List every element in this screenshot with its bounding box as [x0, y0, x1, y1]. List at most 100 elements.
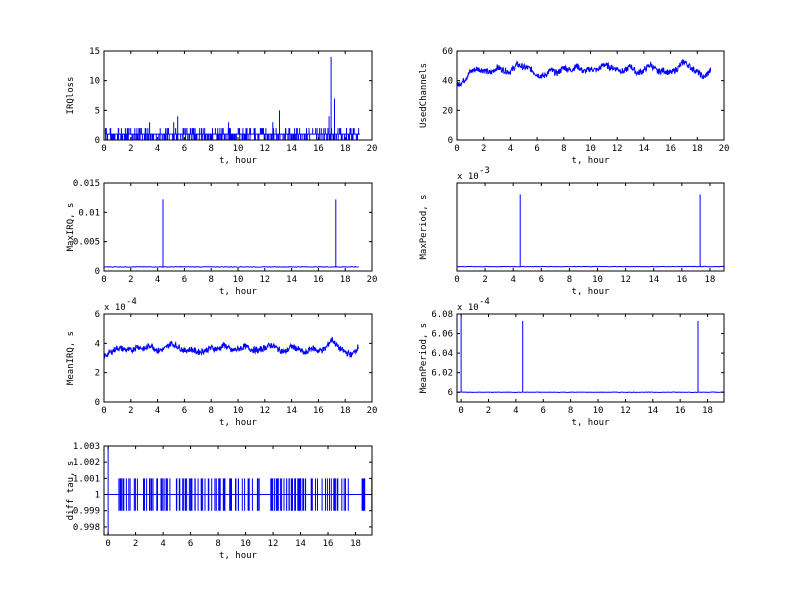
x-tick-label: 8 [215, 539, 220, 549]
x-tick-label: 20 [719, 144, 730, 154]
x-tick-label: 0 [458, 406, 463, 416]
y-axis-label: diff tau, s [66, 461, 76, 521]
y-tick-label: 5 [95, 106, 100, 116]
y-axis-label: MeanPeriod, s [419, 323, 429, 393]
x-tick-label: 2 [128, 275, 133, 285]
data-line [457, 194, 724, 268]
y-tick-label: 6.02 [431, 369, 453, 379]
x-tick-label: 6 [182, 406, 187, 416]
x-tick-label: 10 [592, 275, 603, 285]
y-axis-label: MaxPeriod, s [419, 194, 429, 259]
x-tick-label: 14 [638, 144, 649, 154]
x-tick-label: 8 [208, 144, 213, 154]
x-tick-label: 6 [182, 275, 187, 285]
x-tick-label: 18 [340, 275, 351, 285]
x-tick-label: 4 [513, 406, 518, 416]
y-tick-label: 1.003 [73, 442, 100, 452]
subplot-1: 0 2 4 6 8 10 12 14 16 18 20 0 5 10 15 t, hour IRQloss [66, 47, 377, 166]
y-exponent-power: -4 [126, 297, 137, 307]
x-tick-label: 2 [128, 406, 133, 416]
data-line [457, 58, 712, 87]
x-tick-label: 2 [128, 144, 133, 154]
x-tick-label: 10 [585, 144, 596, 154]
x-tick-label: 10 [593, 406, 604, 416]
x-tick-label: 12 [259, 275, 270, 285]
x-tick-label: 14 [648, 275, 659, 285]
x-tick-label: 16 [675, 406, 686, 416]
x-tick-label: 14 [286, 406, 297, 416]
axes-box [456, 313, 725, 403]
y-tick-label: 0.998 [73, 523, 100, 533]
x-tick-label: 2 [486, 406, 491, 416]
x-tick-label: 8 [561, 144, 566, 154]
data-line [104, 56, 360, 140]
data-line [104, 446, 372, 535]
x-tick-label: 4 [510, 275, 515, 285]
axes-box [103, 313, 373, 403]
subplot-5: 0 2 4 6 8 10 12 14 16 18 20 0 2 4 6 x 10-4 t, hour MeanIR… [66, 297, 377, 428]
y-tick-label: 0.999 [73, 507, 100, 517]
x-tick-label: 0 [101, 275, 106, 285]
x-tick-label: 6 [534, 144, 539, 154]
y-tick-label: 2 [95, 369, 100, 379]
y-tick-label: 0 [95, 136, 100, 146]
x-tick-label: 14 [286, 144, 297, 154]
x-tick-label: 10 [240, 539, 251, 549]
x-tick-label: 10 [233, 275, 244, 285]
y-tick-label: 4 [95, 339, 100, 349]
x-axis-label: t, hour [219, 418, 258, 428]
x-tick-label: 16 [313, 406, 324, 416]
x-tick-label: 20 [367, 406, 378, 416]
x-tick-label: 12 [268, 539, 279, 549]
x-axis-label: t, hour [219, 156, 258, 166]
y-exponent-power: -3 [479, 166, 490, 176]
y-tick-label: 6 [448, 388, 453, 398]
subplot-7: 0 2 4 6 8 10 12 14 16 18 0.998 0.999 1 1.001 1.002 1.00… [66, 442, 373, 561]
y-tick-label: 0 [95, 267, 100, 277]
x-tick-label: 16 [323, 539, 334, 549]
x-tick-label: 0 [101, 406, 106, 416]
y-tick-label: 0.005 [73, 238, 100, 248]
x-tick-label: 4 [160, 539, 165, 549]
x-tick-label: 2 [481, 144, 486, 154]
y-tick-label: 1 [95, 491, 100, 501]
y-tick-label: 6.04 [431, 349, 453, 359]
x-tick-label: 12 [259, 406, 270, 416]
x-tick-label: 14 [647, 406, 658, 416]
x-axis-label: t, hour [219, 551, 258, 561]
x-tick-label: 0 [101, 144, 106, 154]
x-axis-label: t, hour [572, 418, 611, 428]
x-tick-label: 0 [454, 144, 459, 154]
x-tick-label: 6 [539, 275, 544, 285]
y-tick-label: 1.002 [73, 458, 100, 468]
axes-box [456, 182, 725, 272]
axes-box [103, 445, 373, 536]
y-tick-label: 0.01 [78, 208, 100, 218]
x-tick-label: 16 [665, 144, 676, 154]
y-tick-label: 1.001 [73, 474, 100, 484]
y-exponent-label: x 10 [104, 303, 126, 313]
x-tick-label: 8 [568, 406, 573, 416]
y-tick-label: 0 [95, 398, 100, 408]
x-tick-label: 8 [208, 406, 213, 416]
x-tick-label: 14 [286, 275, 297, 285]
x-tick-label: 6 [541, 406, 546, 416]
x-tick-label: 18 [702, 406, 713, 416]
x-tick-label: 18 [692, 144, 703, 154]
x-tick-label: 2 [482, 275, 487, 285]
axes-box [103, 50, 373, 141]
x-tick-label: 10 [233, 406, 244, 416]
series-5 [104, 336, 359, 359]
x-axis-label: t, hour [572, 156, 611, 166]
x-tick-label: 12 [620, 406, 631, 416]
x-axis-label: t, hour [219, 287, 258, 297]
x-tick-label: 20 [367, 144, 378, 154]
y-tick-label: 0.015 [73, 179, 100, 189]
series-6 [457, 314, 724, 394]
y-tick-label: 60 [442, 47, 453, 57]
x-tick-label: 18 [350, 539, 361, 549]
y-exponent-label: x 10 [457, 172, 479, 182]
axes-box [103, 182, 373, 272]
y-exponent-power: -4 [479, 297, 490, 307]
